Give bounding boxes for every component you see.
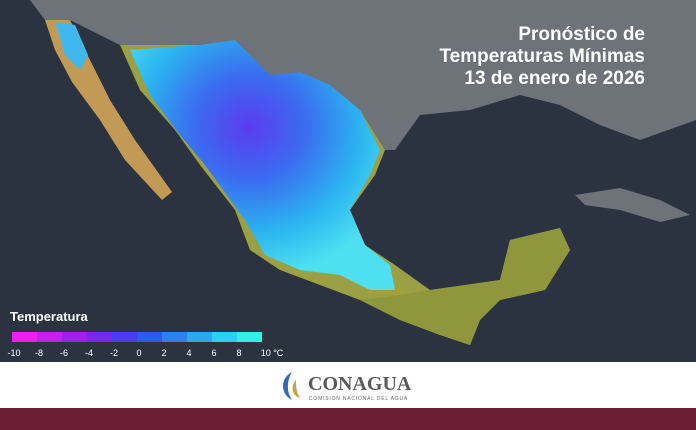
logo-name: CONAGUA: [308, 373, 412, 395]
colorbar: [12, 332, 262, 342]
cold-region: [130, 40, 395, 290]
baja-cold: [55, 22, 88, 70]
swatch: [62, 332, 87, 342]
legend-title: Temperatura: [10, 309, 89, 324]
logo-icon: [283, 372, 300, 400]
swatch: [112, 332, 137, 342]
logo-subtitle: COMISIÓN NACIONAL DEL AGUA: [309, 395, 408, 402]
legend-label: 10 °C: [261, 348, 284, 358]
south-region: [360, 228, 570, 345]
title-line: Pronóstico de: [518, 24, 645, 45]
legend-labels: -10 -8 -6 -4 -2 0 2 4 6 8 10 °C: [7, 348, 283, 358]
legend-label: -4: [85, 348, 93, 358]
legend-label: -10: [7, 348, 20, 358]
swatch: [12, 332, 37, 342]
legend-label: -2: [110, 348, 118, 358]
legend-label: 4: [186, 348, 191, 358]
legend-label: -6: [60, 348, 68, 358]
swatch: [212, 332, 237, 342]
title-line: Temperaturas Mínimas: [439, 46, 645, 67]
swatch: [137, 332, 162, 342]
us-land: [0, 0, 696, 150]
swatch: [187, 332, 212, 342]
legend-label: -8: [35, 348, 43, 358]
legend-label: 6: [211, 348, 216, 358]
swatch: [87, 332, 112, 342]
swatch: [162, 332, 187, 342]
swatch: [37, 332, 62, 342]
title-line: 13 de enero de 2026: [464, 68, 645, 89]
swatch: [237, 332, 262, 342]
footer-band: [0, 408, 696, 430]
legend-label: 2: [161, 348, 166, 358]
legend-label: 8: [236, 348, 241, 358]
footer: [0, 362, 696, 408]
cuba: [575, 188, 690, 222]
legend-label: 0: [136, 348, 141, 358]
